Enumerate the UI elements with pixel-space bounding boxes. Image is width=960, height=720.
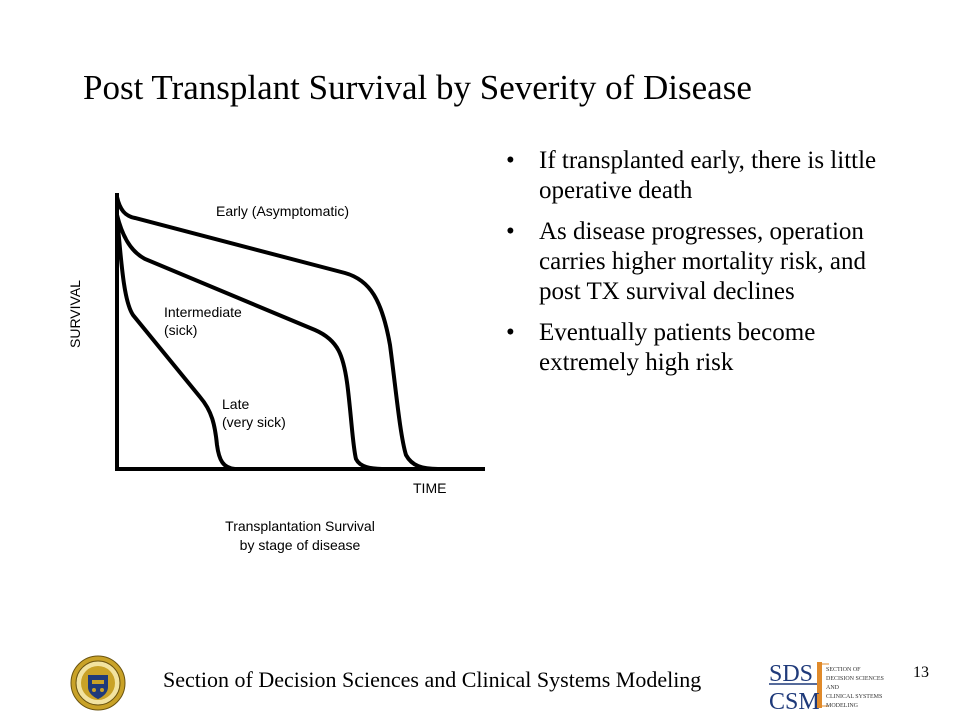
bullet-list: • If transplanted early, there is little … [506,146,906,389]
label-late: Late (very sick) [222,396,286,430]
bullet-marker: • [506,218,515,245]
logo-side-line: SECTION OF [826,667,861,673]
footer-section-name: Section of Decision Sciences and Clinica… [163,667,702,692]
curve-late [115,214,236,471]
bullet-text: As disease progresses, operation carries… [539,218,866,305]
diagram-caption: Transplantation Survival by stage of dis… [225,518,375,553]
logo-text-csm: CSM [769,689,820,712]
x-axis-label: TIME [413,480,447,496]
label-early: Early (Asymptomatic) [216,203,350,219]
survival-diagram: Early (Asymptomatic) Intermediate (sick)… [60,185,500,565]
university-seal-icon [70,655,126,711]
slide-title: Post Transplant Survival by Severity of … [83,68,752,107]
bullet-item: • As disease progresses, operation carrie… [506,217,906,307]
bullet-item: • If transplanted early, there is little … [506,146,906,206]
label-intermediate: Intermediate (sick) [164,304,242,338]
logo-side-line: AND [826,685,840,691]
survival-curves [115,193,485,471]
logo-side-line: DECISION SCIENCES [826,676,884,682]
curve-early [115,196,439,471]
curve-intermediate [115,214,386,471]
y-axis-label: SURVIVAL [67,280,83,348]
bullet-marker: • [506,147,515,174]
page-number: 13 [913,664,929,681]
bullet-text: If transplanted early, there is little o… [539,147,877,204]
bullet-marker: • [506,319,515,346]
logo-text-sds: SDS [769,661,813,687]
bullet-item: • Eventually patients become extremely hi… [506,318,906,378]
sds-csm-logo-icon: SDS CSM SECTION OF DECISION SCIENCES AND… [767,656,897,712]
bullet-text: Eventually patients become extremely hig… [539,319,816,376]
logo-side-line: MODELING [826,703,859,709]
logo-graphic: SDS CSM SECTION OF DECISION SCIENCES AND… [769,661,884,712]
logo-side-line: CLINICAL SYSTEMS [826,694,882,700]
